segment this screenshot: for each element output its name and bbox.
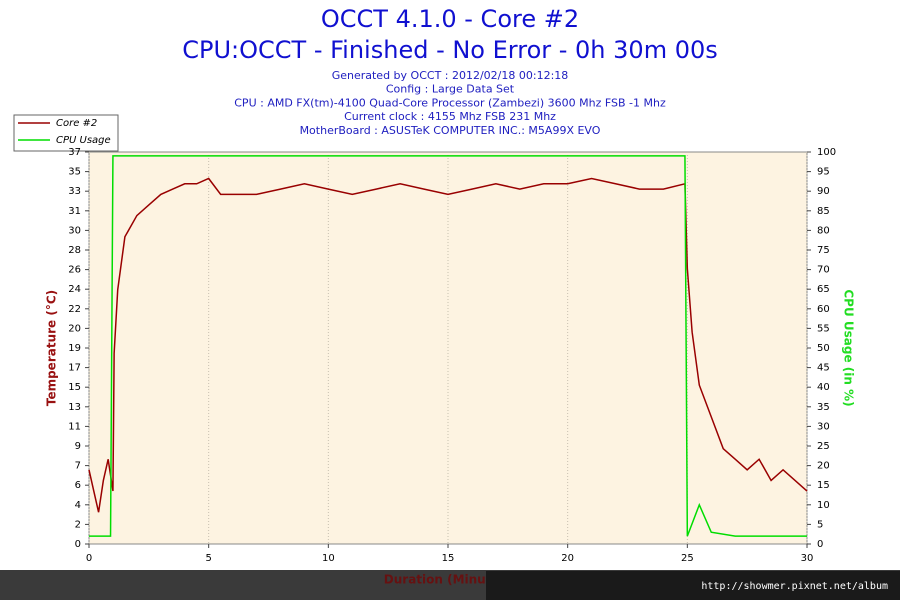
y-tick-label: 31 [68, 206, 81, 217]
y-tick-label: 6 [75, 480, 81, 491]
y2-tick-label: 60 [817, 304, 830, 315]
y2-tick-label: 75 [817, 245, 830, 256]
chart-subtitle: CPU:OCCT - Finished - No Error - 0h 30m … [182, 36, 718, 64]
y2-tick-label: 100 [817, 147, 836, 158]
y2-tick-label: 55 [817, 323, 830, 334]
y2-tick-label: 20 [817, 461, 830, 472]
x-tick-label: 20 [561, 553, 574, 564]
watermark: http://showmer.pixnet.net/album [701, 581, 888, 592]
y-tick-label: 19 [68, 343, 81, 354]
y2-tick-label: 45 [817, 363, 830, 374]
y-tick-label: 15 [68, 382, 81, 393]
series-line [88, 177, 808, 513]
y2-axis-label: CPU Usage (in %) [842, 289, 856, 406]
info-line: Config : Large Data Set [386, 83, 515, 96]
y2-tick-label: 95 [817, 167, 830, 178]
y-tick-label: 26 [68, 265, 81, 276]
y2-tick-label: 0 [817, 539, 823, 550]
x-axis-label: Duration (Minutes) [384, 573, 512, 587]
legend-label: CPU Usage [56, 135, 111, 146]
y2-tick-label: 40 [817, 382, 830, 393]
y2-tick-label: 65 [817, 284, 830, 295]
y-tick-label: 4 [75, 500, 81, 511]
legend-label: Core #2 [56, 118, 97, 129]
info-line: Current clock : 4155 Mhz FSB 231 Mhz [344, 110, 556, 123]
x-tick-label: 15 [442, 553, 455, 564]
y-tick-label: 0 [75, 539, 81, 550]
y-tick-label: 2 [75, 519, 81, 530]
x-tick-label: 5 [205, 553, 211, 564]
series-line [89, 155, 807, 537]
y-tick-label: 37 [68, 147, 81, 158]
y-tick-label: 35 [68, 167, 81, 178]
y-tick-label: 11 [68, 421, 81, 432]
y2-tick-label: 30 [817, 421, 830, 432]
y2-tick-label: 80 [817, 225, 830, 236]
y-tick-label: 13 [68, 402, 81, 413]
y-tick-label: 7 [75, 461, 81, 472]
y2-tick-label: 85 [817, 206, 830, 217]
y-tick-label: 33 [68, 186, 81, 197]
y2-tick-label: 15 [817, 480, 830, 491]
y2-tick-label: 50 [817, 343, 830, 354]
y-tick-label: 28 [68, 245, 81, 256]
info-line: Generated by OCCT : 2012/02/18 00:12:18 [332, 69, 569, 82]
y2-tick-label: 25 [817, 441, 830, 452]
y-axis-label: Temperature (°C) [45, 290, 59, 406]
y2-tick-label: 35 [817, 402, 830, 413]
y-tick-label: 17 [68, 363, 81, 374]
y-tick-label: 9 [75, 441, 81, 452]
info-line: CPU : AMD FX(tm)-4100 Quad-Core Processo… [234, 96, 666, 109]
y-tick-label: 30 [68, 225, 81, 236]
y2-tick-label: 70 [817, 265, 830, 276]
chart-title: OCCT 4.1.0 - Core #2 [321, 5, 579, 33]
y-tick-label: 22 [68, 304, 81, 315]
legend [13, 114, 119, 152]
x-tick-label: 25 [681, 553, 694, 564]
x-tick-label: 10 [322, 553, 335, 564]
y2-tick-label: 10 [817, 500, 830, 511]
x-tick-label: 0 [86, 553, 92, 564]
y2-tick-label: 90 [817, 186, 830, 197]
watermark-box [486, 571, 900, 600]
y-tick-label: 24 [68, 284, 81, 295]
y2-tick-label: 5 [817, 519, 823, 530]
x-tick-label: 30 [801, 553, 814, 564]
info-line: MotherBoard : ASUSTeK COMPUTER INC.: M5A… [300, 124, 601, 137]
y-tick-label: 20 [68, 323, 81, 334]
